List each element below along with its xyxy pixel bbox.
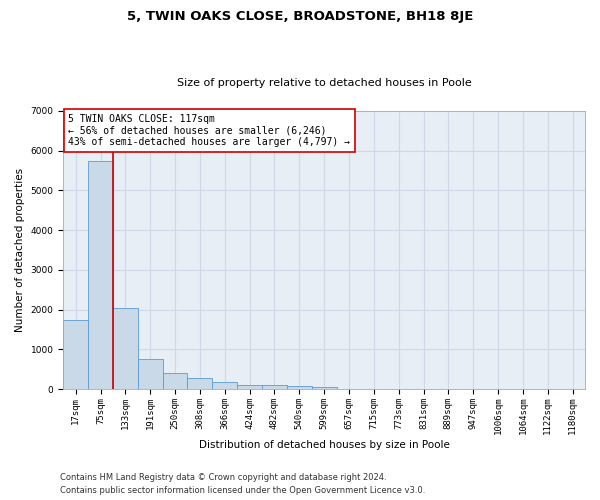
Bar: [163, 374, 187, 389]
Bar: [212, 382, 237, 389]
Bar: [237, 385, 262, 389]
Bar: [63, 320, 88, 389]
Bar: [262, 385, 287, 389]
Bar: [113, 308, 138, 389]
Title: Size of property relative to detached houses in Poole: Size of property relative to detached ho…: [177, 78, 472, 88]
Text: 5, TWIN OAKS CLOSE, BROADSTONE, BH18 8JE: 5, TWIN OAKS CLOSE, BROADSTONE, BH18 8JE: [127, 10, 473, 23]
Text: 5 TWIN OAKS CLOSE: 117sqm
← 56% of detached houses are smaller (6,246)
43% of se: 5 TWIN OAKS CLOSE: 117sqm ← 56% of detac…: [68, 114, 350, 147]
Bar: [138, 360, 163, 389]
X-axis label: Distribution of detached houses by size in Poole: Distribution of detached houses by size …: [199, 440, 449, 450]
Bar: [88, 160, 113, 389]
Bar: [312, 387, 337, 389]
Bar: [187, 378, 212, 389]
Text: Contains HM Land Registry data © Crown copyright and database right 2024.
Contai: Contains HM Land Registry data © Crown c…: [60, 474, 425, 495]
Y-axis label: Number of detached properties: Number of detached properties: [15, 168, 25, 332]
Bar: [287, 386, 312, 389]
